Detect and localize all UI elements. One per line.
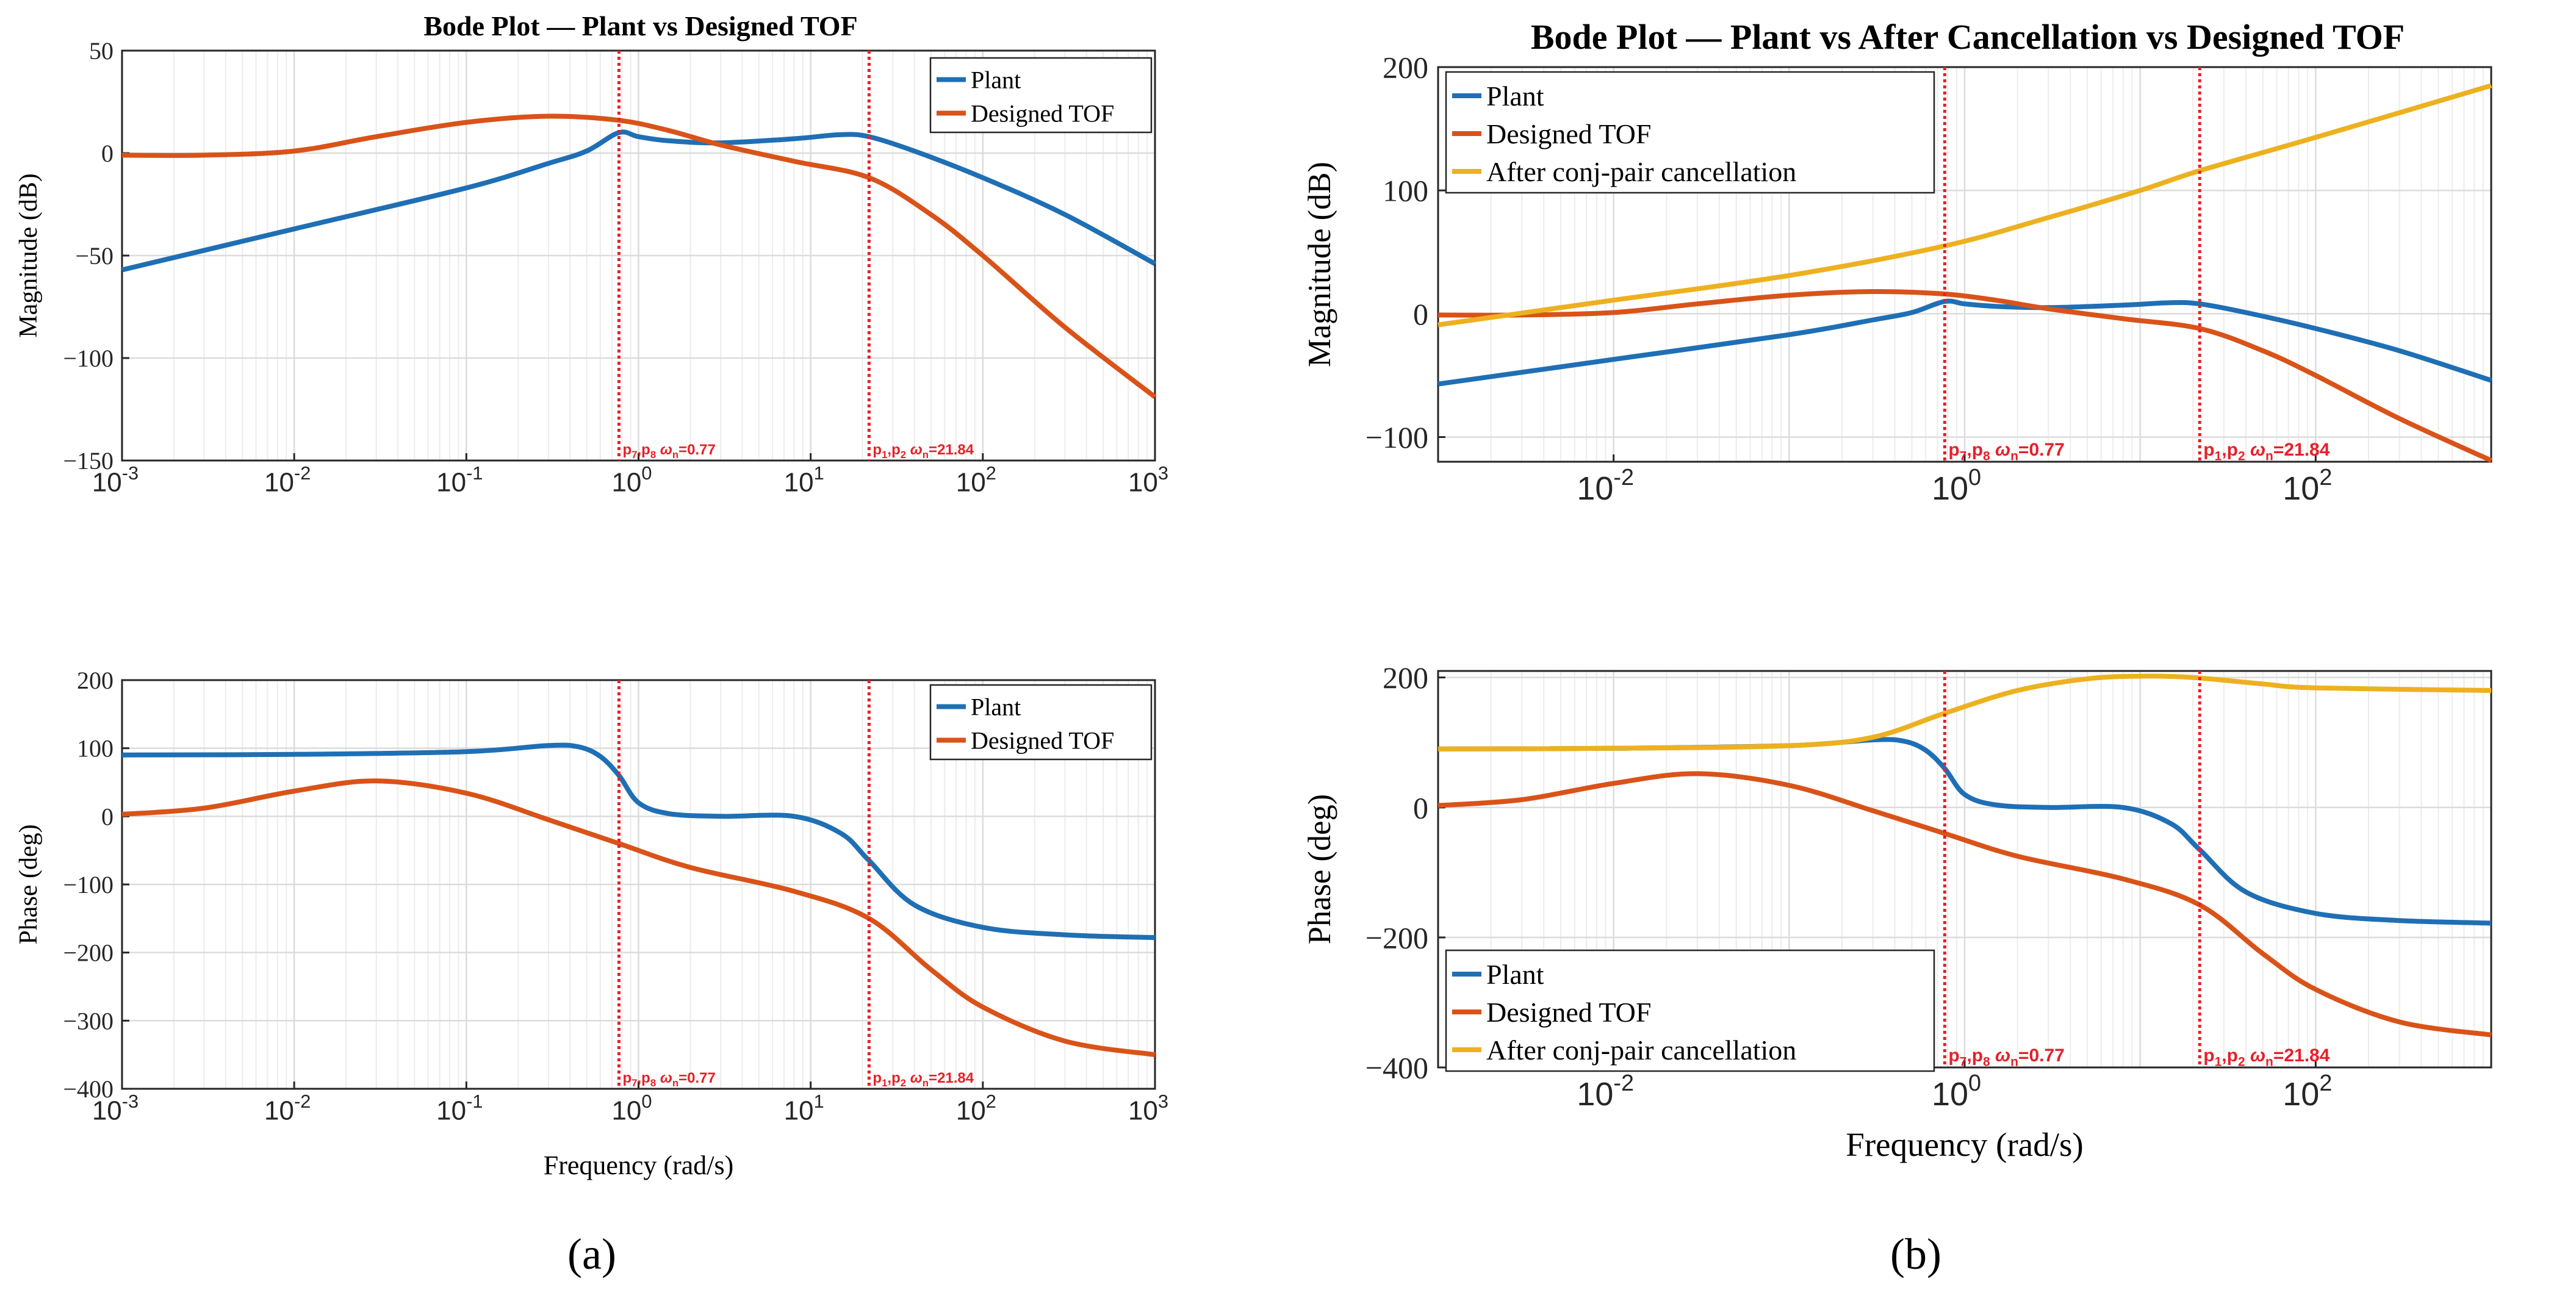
y-tick-label: 0 [1413,297,1428,331]
legend: Plant Designed TOF After conj-pair cancell… [1445,71,1935,194]
y-tick-label: −400 [63,1075,113,1103]
legend-entry: Designed TOF [971,727,1114,755]
x-tick-label: 100 [611,462,652,498]
x-tick-label: 10-2 [264,462,311,498]
y-tick-label: 0 [101,803,113,830]
series-group [121,113,1157,399]
x-tick-label: 10-2 [264,1091,311,1126]
series-line-plant [121,742,1156,941]
x-tick-label: 100 [1932,465,1981,507]
x-tick-label: 102 [2283,465,2332,507]
legend: Plant Designed TOF After conj-pair cancell… [1445,949,1935,1072]
y-tick-label: −100 [63,871,113,898]
marker-label: p1,p2 ωn=21.84 [872,442,974,461]
x-tick-label: 10-1 [436,462,483,498]
y-tick-label: 200 [77,667,113,694]
x-tick-label: 10-3 [92,1091,139,1126]
y-tick-label: −200 [63,939,113,967]
series-line-plant [121,129,1156,273]
legend-box [1445,71,1935,194]
x-axis-label: Frequency (rad/s) [544,1150,734,1180]
y-tick-label: −100 [1365,420,1428,454]
x-axis-label: Frequency (rad/s) [1846,1126,2083,1163]
subfigure-label-b: (b) [1890,1230,1941,1278]
x-tick-label: 101 [784,462,824,498]
marker-label: p7,p8 ωn=0.77 [622,1070,715,1089]
series-line-designed-tof [1437,289,2492,463]
series-line-after-conj-pair-cancellation [1437,83,2492,328]
x-tick-label: 103 [1128,1091,1168,1126]
chart-title: Bode Plot — Plant vs After Cancellation … [1531,17,2405,57]
legend-entry: Plant [1486,81,1544,112]
grid [121,49,1156,462]
legend-entry: Designed TOF [1486,118,1651,149]
series-group [121,742,1156,1058]
panel-b-magnitude: 200 100 0 −100 10-2 100 102 p7,p8 ωn=0.77 p1,p2 … [1302,17,2492,507]
series-line-plant [1437,298,2492,387]
legend-entry: After conj-pair cancellation [1486,156,1796,187]
y-tick-label: 200 [1383,51,1428,85]
marker-label: p7,p8 ωn=0.77 [1948,1045,2065,1069]
y-tick-label: −400 [1365,1051,1428,1085]
legend-entry: Plant [1486,959,1544,990]
x-tick-label: 10-3 [92,462,139,498]
y-tick-label: 0 [101,140,113,167]
y-tick-label: −50 [75,242,113,270]
x-tick-label: 101 [784,1091,824,1126]
grid [121,679,1156,1090]
x-tick-label: 100 [611,1091,652,1126]
y-tick-label: −200 [1365,920,1428,955]
y-axis-label: Phase (deg) [15,824,43,944]
y-tick-label: −300 [63,1007,113,1034]
legend-box [929,57,1153,134]
series-group [1437,673,2492,1038]
x-tick-label: 10-2 [1577,465,1634,507]
legend-entry: After conj-pair cancellation [1486,1034,1796,1066]
y-axis-label: Magnitude (dB) [1302,162,1337,367]
legend: Plant Designed TOF [929,684,1153,761]
legend-box [929,684,1153,761]
legend-entry: Plant [971,694,1021,721]
marker-label: p1,p2 ωn=21.84 [872,1070,974,1089]
marker-label: p1,p2 ωn=21.84 [2203,440,2330,464]
y-tick-label: −150 [63,447,113,475]
marker-label: p1,p2 ωn=21.84 [2203,1045,2330,1069]
y-tick-label: 200 [1383,661,1428,695]
chart-title: Bode Plot — Plant vs Designed TOF [423,10,857,41]
x-tick-label: 10-1 [436,1091,483,1126]
x-tick-label: 102 [956,462,996,498]
x-tick-label: 102 [956,1091,996,1126]
series-line-designed-tof [121,113,1157,399]
y-axis-label: Magnitude (dB) [15,173,43,337]
y-axis-label: Phase (deg) [1302,794,1337,944]
legend-entry: Designed TOF [971,100,1114,127]
y-tick-label: 0 [1413,791,1428,825]
series-line-designed-tof [1437,771,2492,1038]
y-tick-label: 50 [89,37,113,65]
legend-box [1445,949,1935,1072]
x-tick-label: 100 [1932,1070,1981,1113]
y-tick-label: −100 [63,345,113,372]
panel-b-phase: 200 0 −200 −400 10-2 100 102 p7,p8 ωn=0.77 p1,p2… [1302,661,2492,1163]
x-tick-label: 102 [2283,1070,2332,1113]
series-line-designed-tof [121,778,1156,1058]
marker-label: p7,p8 ωn=0.77 [1948,440,2065,464]
x-tick-label: 10-2 [1577,1070,1634,1113]
x-tick-label: 103 [1128,462,1168,498]
series-group [1437,83,2492,463]
subfigure-label-a: (a) [567,1230,616,1278]
y-tick-label: 100 [1383,174,1428,208]
y-tick-label: 100 [77,735,113,762]
legend-entry: Designed TOF [1486,997,1651,1028]
series-line-after-conj-pair-cancellation [1437,673,2492,751]
legend: Plant Designed TOF [929,57,1153,134]
marker-label: p7,p8 ωn=0.77 [622,442,715,461]
legend-entry: Plant [971,66,1021,94]
